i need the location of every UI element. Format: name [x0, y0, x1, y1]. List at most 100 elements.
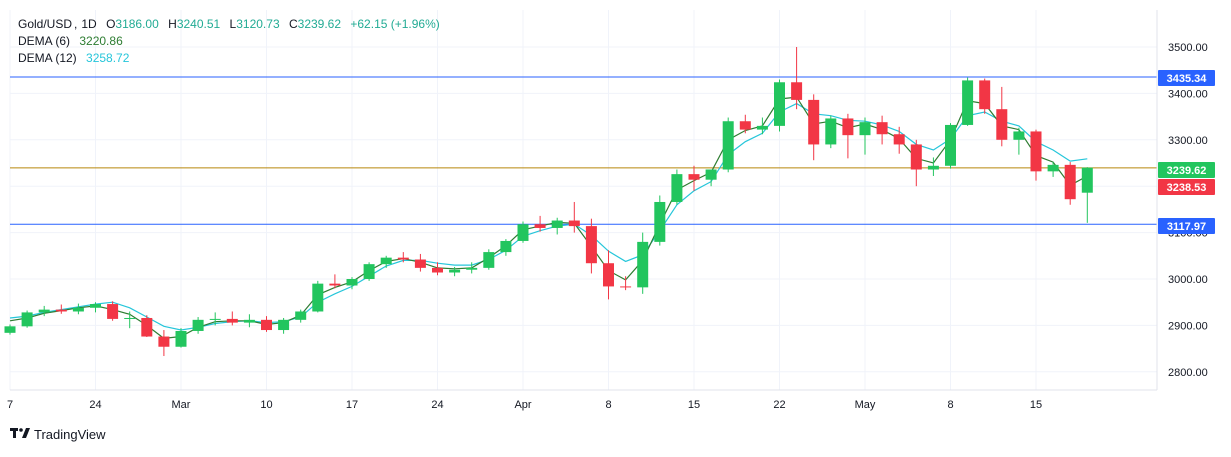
candle	[500, 239, 512, 256]
candle-body	[449, 269, 461, 273]
dema-12-line	[9, 102, 1088, 331]
candle	[962, 77, 974, 126]
candle	[209, 312, 221, 326]
candle	[996, 86, 1008, 147]
brand-name: TradingView	[34, 426, 106, 442]
candle-body	[72, 307, 84, 312]
candle-body	[585, 226, 597, 264]
candle	[603, 250, 614, 300]
candle	[517, 221, 529, 243]
candle-body	[808, 99, 820, 145]
candle	[38, 305, 50, 317]
symbol-label[interactable]: Gold/USD	[18, 17, 73, 31]
y-tick-label: 3500.00	[1168, 42, 1208, 54]
high-value: 3240.51	[176, 17, 221, 31]
candle-body	[175, 330, 187, 347]
candle	[466, 262, 478, 274]
horizontal-lines[interactable]	[10, 76, 1157, 225]
indicator-dema-6[interactable]: DEMA (6) 3220.86	[18, 33, 446, 50]
interval-label[interactable]: 1D	[81, 17, 97, 31]
open-value: 3186.00	[115, 17, 159, 31]
candle	[175, 328, 187, 348]
time-axis[interactable]: 7 24 Mar 10 17 24 Apr 8 15 22 May 8 15	[7, 399, 1042, 411]
candle	[192, 317, 204, 334]
candle-body	[397, 257, 409, 260]
candle	[705, 169, 717, 187]
indicator-dema-12[interactable]: DEMA (12) 3258.72	[18, 50, 446, 67]
candle	[654, 195, 666, 246]
candle	[414, 253, 426, 272]
indicator-name: DEMA (12)	[18, 51, 77, 65]
candle	[158, 330, 170, 357]
candle-body	[346, 279, 358, 286]
candle	[55, 304, 67, 314]
candle-body	[842, 118, 854, 136]
candle-body	[192, 319, 204, 331]
ohlc-row[interactable]: Gold/USD, 1D O3186.00 H3240.51 L3120.73 C…	[18, 16, 446, 33]
candle	[722, 117, 734, 173]
price-label-box	[1158, 218, 1215, 234]
candle-body	[551, 220, 563, 228]
candle	[380, 255, 392, 268]
chart-legend: Gold/USD, 1D O3186.00 H3240.51 L3120.73 C…	[18, 16, 446, 67]
y-tick-label: 2800.00	[1168, 367, 1208, 379]
candle	[739, 114, 751, 134]
indicator-value: 3258.72	[86, 51, 130, 65]
candle	[4, 324, 16, 335]
open-label: O	[106, 17, 116, 31]
candle	[449, 266, 461, 277]
price-label-text: 3117.97	[1167, 221, 1206, 233]
x-tick-label: 22	[773, 399, 785, 411]
candle-body	[209, 318, 221, 320]
candle-body	[517, 224, 529, 241]
candle	[979, 78, 991, 114]
y-tick-label: 3400.00	[1168, 88, 1208, 100]
close-label: C	[288, 17, 298, 31]
low-value: 3120.73	[236, 17, 280, 31]
indicator-value: 3220.86	[79, 34, 123, 48]
candle-body	[722, 121, 734, 170]
candle	[72, 303, 84, 315]
candle-body	[637, 241, 649, 288]
x-tick-label: 8	[947, 399, 953, 411]
tradingview-brand[interactable]: TradingView	[10, 426, 106, 442]
x-tick-label: 24	[431, 399, 443, 411]
candle-body	[21, 312, 33, 327]
close-value: 3239.62	[297, 17, 342, 31]
candle-body	[654, 201, 666, 242]
candle-body	[312, 283, 324, 312]
candle-body	[1064, 164, 1076, 200]
candle-body	[534, 224, 546, 228]
candle-body	[893, 134, 905, 145]
candle-body	[1081, 167, 1093, 193]
candle	[774, 79, 785, 132]
candle	[688, 165, 700, 191]
candle	[261, 316, 272, 332]
candle-body	[363, 264, 375, 279]
candle	[791, 47, 803, 110]
candle-body	[739, 121, 751, 130]
change-value: +62.15 (+1.96%)	[350, 17, 440, 31]
candle	[910, 139, 922, 187]
tradingview-logo-icon	[10, 426, 30, 442]
candle-body	[1047, 164, 1059, 172]
candle	[1030, 129, 1042, 181]
dema-6-polyline	[9, 96, 1088, 340]
candle	[842, 113, 854, 159]
candle	[876, 115, 888, 145]
x-tick-label: 17	[346, 399, 358, 411]
candle	[637, 232, 649, 294]
candle-body	[483, 252, 495, 268]
candle-body	[876, 122, 888, 135]
candle-body	[568, 220, 580, 227]
x-tick-label: 15	[688, 399, 700, 411]
candle-body	[295, 311, 307, 320]
candle-body	[671, 174, 683, 202]
candle-body	[90, 304, 101, 308]
candles	[4, 47, 1093, 357]
separator: ,	[74, 17, 78, 31]
price-label-text: 3239.62	[1167, 165, 1207, 177]
indicator-name: DEMA (6)	[18, 34, 71, 48]
candle-body	[705, 169, 717, 180]
